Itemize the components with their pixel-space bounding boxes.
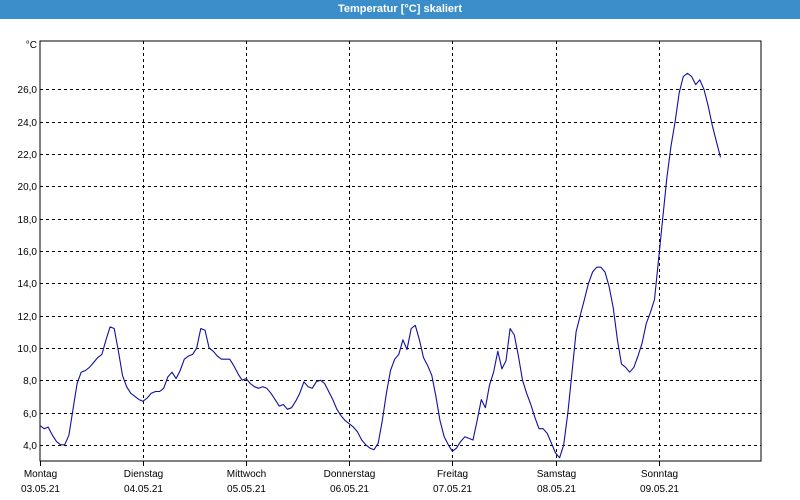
- x-tick-date-label: 06.05.21: [330, 484, 369, 495]
- y-tick-label: 20,0: [18, 182, 38, 193]
- window-title: Temperatur [°C] skaliert: [0, 0, 800, 19]
- x-tick-day-label: Mittwoch: [227, 469, 266, 480]
- x-tick-date-label: 08.05.21: [537, 484, 576, 495]
- y-tick-label: 18,0: [18, 215, 38, 226]
- y-tick-label: 4,0: [23, 441, 37, 452]
- y-tick-label: 22,0: [18, 150, 38, 161]
- x-tick-day-label: Montag: [24, 469, 57, 480]
- x-tick-date-label: 07.05.21: [433, 484, 472, 495]
- x-tick-date-label: 05.05.21: [227, 484, 266, 495]
- y-tick-label: 26,0: [18, 85, 38, 96]
- y-tick-label: 12,0: [18, 312, 38, 323]
- x-tick-date-label: 04.05.21: [124, 484, 163, 495]
- y-tick-label: 14,0: [18, 279, 38, 290]
- x-tick-date-label: 09.05.21: [640, 484, 679, 495]
- y-tick-label: 16,0: [18, 247, 38, 258]
- y-tick-label: 10,0: [18, 344, 38, 355]
- x-tick-day-label: Donnerstag: [324, 469, 376, 480]
- x-tick-day-label: Sonntag: [641, 469, 678, 480]
- y-tick-label: 8,0: [23, 376, 37, 387]
- y-axis-unit: °C: [26, 40, 37, 51]
- x-tick-day-label: Samstag: [537, 469, 576, 480]
- temperature-chart: 4,0 6,0 8,0 10,0 12,0 14,0 16,0 18,0 20,0 22,0 24,…: [18, 40, 762, 495]
- y-tick-label: 24,0: [18, 118, 38, 129]
- x-tick-date-label: 03.05.21: [21, 484, 60, 495]
- x-tick-day-label: Freitag: [437, 469, 468, 480]
- temperature-series-line: [39, 72, 722, 459]
- y-tick-label: 6,0: [23, 409, 37, 420]
- x-tick-day-label: Dienstag: [124, 469, 163, 480]
